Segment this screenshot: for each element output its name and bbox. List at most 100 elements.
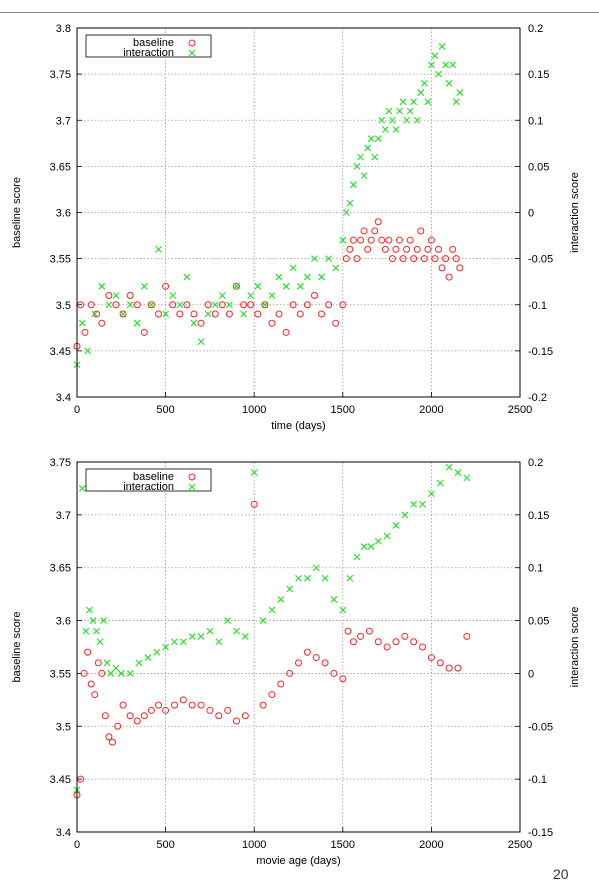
point-baseline — [349, 638, 357, 646]
cross-stroke — [282, 282, 290, 290]
cross-stroke — [410, 98, 418, 106]
point-interaction — [410, 98, 418, 106]
point-interaction — [277, 596, 285, 603]
plot-frame — [76, 27, 521, 398]
point-interaction — [383, 532, 391, 540]
point-interaction — [463, 474, 471, 482]
cross-stroke — [93, 627, 100, 635]
cross-stroke — [346, 574, 354, 582]
cross-stroke — [169, 292, 177, 299]
cross-stroke — [179, 638, 187, 646]
cross-stroke — [374, 135, 382, 143]
point-interaction — [215, 638, 223, 646]
point-baseline — [364, 245, 372, 253]
y-tick-label: 3.7 — [56, 115, 71, 127]
y2-tick-label: -0.15 — [528, 827, 553, 839]
point-baseline — [392, 638, 400, 646]
point-baseline — [303, 301, 311, 309]
legend-label-interaction: interaction — [123, 481, 174, 493]
point-baseline — [179, 696, 187, 704]
cross-stroke — [275, 273, 283, 281]
cross-stroke — [135, 659, 143, 667]
cross-stroke — [296, 282, 304, 290]
point-baseline — [399, 255, 407, 263]
cross-stroke — [454, 469, 462, 476]
point-interaction — [226, 301, 233, 309]
cross-stroke — [247, 292, 255, 299]
point-interaction — [261, 301, 269, 309]
point-interaction — [413, 116, 421, 124]
point-baseline — [424, 245, 432, 253]
cross-stroke — [452, 98, 460, 106]
point-baseline — [427, 654, 435, 662]
point-interaction — [162, 643, 169, 651]
y2-tick-label: 0.1 — [528, 563, 543, 575]
point-baseline — [105, 292, 113, 300]
point-interaction — [392, 126, 400, 133]
cross-stroke — [346, 199, 354, 207]
point-interaction — [436, 479, 444, 487]
point-baseline — [388, 255, 396, 263]
point-baseline — [162, 706, 170, 714]
point-interaction — [438, 43, 446, 50]
point-baseline — [268, 319, 276, 327]
cross-stroke — [449, 61, 457, 69]
cross-stroke — [339, 606, 347, 614]
point-baseline — [365, 627, 373, 635]
x-tick-label: 0 — [74, 404, 80, 416]
point-baseline — [87, 680, 95, 688]
y2-tick-label: -0.15 — [528, 346, 553, 358]
cross-stroke — [360, 543, 368, 550]
point-baseline — [119, 701, 127, 709]
cross-stroke — [224, 617, 232, 624]
x-tick-label: 1000 — [242, 839, 266, 851]
y-tick-label: 3.75 — [50, 457, 71, 469]
point-interaction — [96, 638, 104, 646]
point-interaction — [332, 264, 340, 272]
point-interaction — [454, 469, 462, 476]
point-interaction — [112, 292, 120, 299]
point-interaction — [169, 292, 177, 299]
cross-stroke — [303, 273, 311, 281]
cross-stroke — [153, 648, 161, 656]
cross-stroke — [364, 144, 371, 152]
cross-stroke — [190, 319, 198, 327]
cross-stroke — [261, 301, 269, 309]
cross-stroke — [399, 98, 407, 106]
point-baseline — [147, 301, 155, 309]
point-interaction — [401, 511, 409, 519]
point-baseline — [259, 701, 267, 709]
cross-stroke — [277, 596, 285, 603]
point-baseline — [240, 301, 248, 309]
cross-stroke — [197, 338, 205, 346]
cross-stroke — [406, 107, 414, 115]
legend-label-baseline: baseline — [133, 471, 174, 483]
point-baseline — [250, 500, 258, 508]
cross-stroke — [171, 638, 178, 646]
cross-stroke — [233, 282, 240, 290]
point-interaction — [330, 596, 338, 603]
point-baseline — [330, 669, 338, 677]
point-baseline — [353, 255, 361, 263]
point-interaction — [325, 255, 333, 263]
cross-stroke — [303, 574, 311, 582]
point-baseline — [275, 310, 283, 318]
point-baseline — [410, 638, 418, 646]
y-tick-label: 3.4 — [56, 392, 71, 404]
point-baseline — [344, 627, 352, 635]
cross-stroke — [105, 301, 113, 309]
legend-marker-interaction — [188, 49, 196, 57]
point-interaction — [112, 664, 120, 672]
point-baseline — [241, 712, 249, 720]
series-interaction — [73, 463, 471, 794]
point-baseline — [449, 245, 457, 253]
point-interaction — [449, 61, 457, 69]
point-interaction — [353, 553, 361, 561]
cross-stroke — [117, 670, 125, 677]
cross-stroke — [286, 585, 294, 593]
cross-stroke — [155, 246, 162, 253]
plot-frame — [76, 461, 521, 833]
point-baseline — [225, 310, 233, 318]
